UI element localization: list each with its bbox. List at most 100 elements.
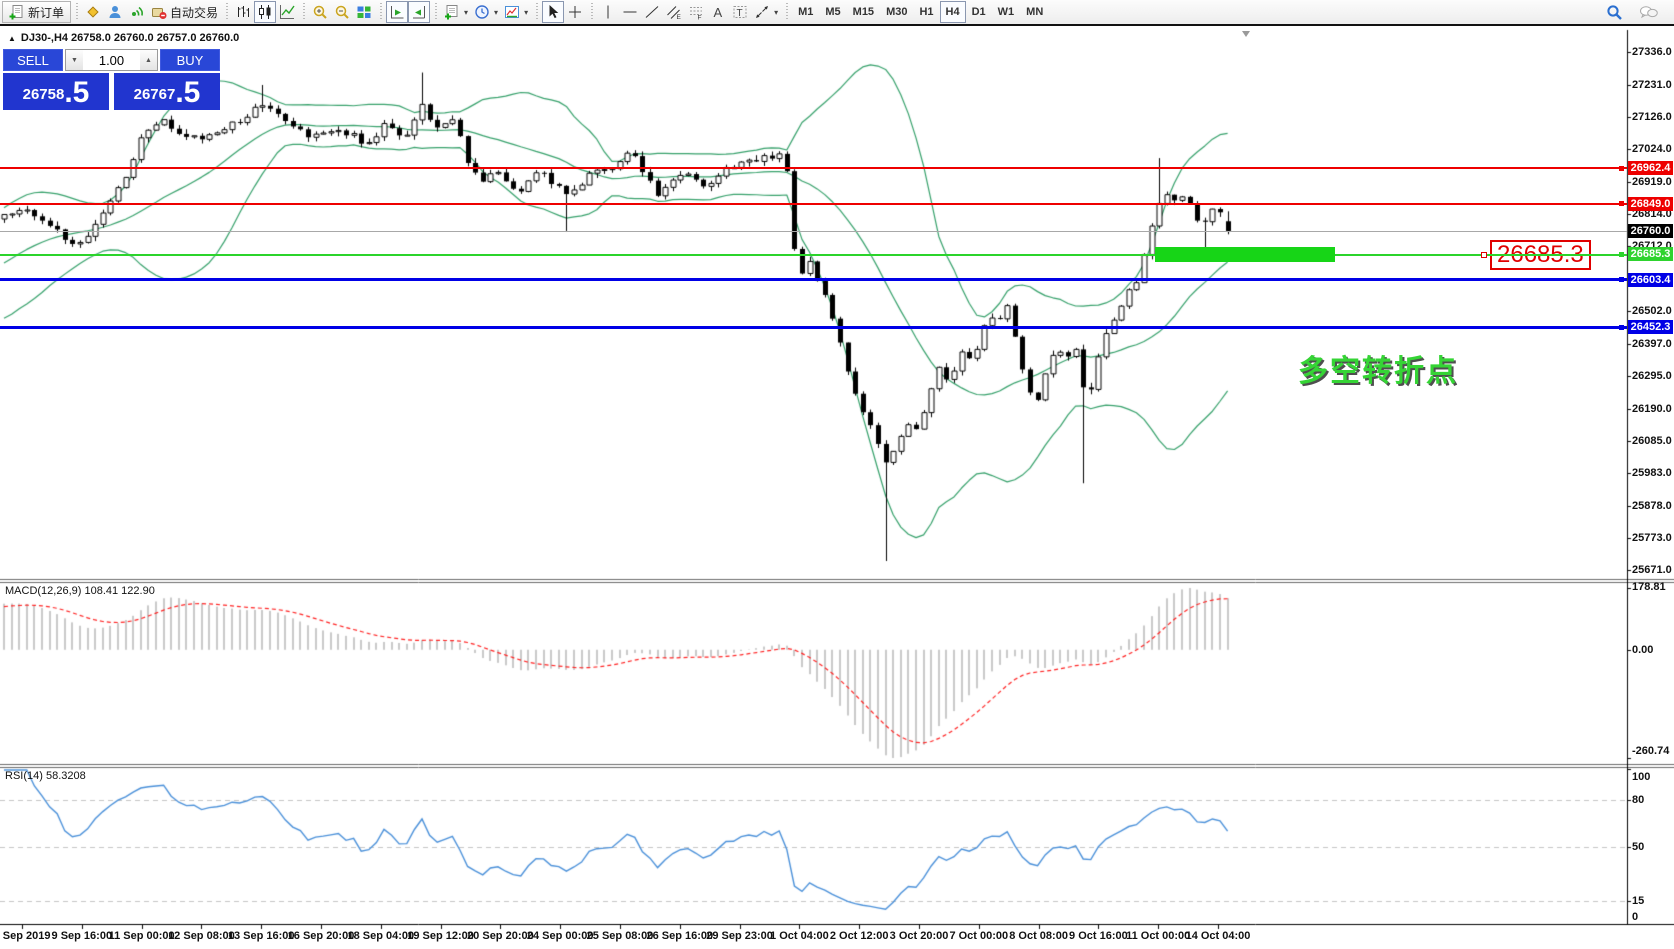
vertical-line-icon	[607, 5, 609, 19]
line-chart-icon	[280, 5, 295, 19]
horizontal-line-tool-button[interactable]	[619, 1, 641, 23]
toolbar-grip	[589, 3, 595, 21]
signals-button[interactable]	[126, 1, 148, 23]
timeframe-button-w1[interactable]: W1	[992, 1, 1021, 23]
buy-price-pips: .5	[175, 76, 201, 109]
macd-scale-max: 178.81	[1632, 581, 1666, 593]
community-button[interactable]	[104, 1, 126, 23]
crosshair-icon	[569, 6, 582, 18]
line-handle[interactable]	[1619, 277, 1624, 283]
new-chart-button[interactable]: ▾	[441, 1, 471, 23]
candlestick-chart-button[interactable]	[254, 1, 277, 23]
line-handle[interactable]	[1619, 252, 1624, 257]
bar-chart-icon	[238, 6, 250, 17]
timeframe-button-m15[interactable]: M15	[847, 1, 880, 23]
horizontal-line-icon	[623, 11, 637, 13]
arrows-tool-button[interactable]: ▾	[751, 1, 781, 23]
callout-handle[interactable]	[1481, 251, 1487, 258]
zoom-in-button[interactable]	[309, 1, 331, 23]
sell-price-main: 26758	[22, 86, 65, 103]
fibonacci-tool-button[interactable]: F	[685, 1, 707, 23]
price-axis-tick: 27126.0	[1632, 111, 1672, 124]
zoom-out-button[interactable]	[331, 1, 353, 23]
line-handle[interactable]	[1619, 324, 1624, 330]
timeframe-button-m30[interactable]: M30	[880, 1, 913, 23]
indicators-button[interactable]: ▾	[501, 1, 531, 23]
auto-trading-button[interactable]: 自动交易	[148, 1, 221, 23]
new-chart-icon	[445, 5, 458, 20]
horizontal-line-26962.4[interactable]	[0, 167, 1627, 170]
price-badge-support: 26452.3	[1628, 319, 1673, 334]
equidistant-channel-tool-button[interactable]: E	[663, 1, 685, 23]
editor-button[interactable]	[82, 1, 104, 23]
price-axis-tick: 26397.0	[1632, 338, 1672, 351]
time-axis-label: 2 Oct 12:00	[829, 930, 889, 942]
volume-decrease-button[interactable]: ▼	[66, 50, 83, 70]
horizontal-line-26760[interactable]	[0, 230, 1627, 232]
svg-text:F: F	[698, 15, 702, 21]
timeframe-button-m1[interactable]: M1	[792, 1, 819, 23]
time-axis-label: 7 Oct 00:00	[949, 930, 1009, 942]
time-axis-label: 16 Sep 20:00	[287, 930, 355, 942]
indicators-icon	[505, 6, 520, 18]
bar-chart-button[interactable]	[232, 1, 254, 23]
period-button[interactable]: ▾	[471, 1, 501, 23]
collapse-trade-panel-icon[interactable]: ▲	[8, 33, 16, 43]
chart-canvas[interactable]	[0, 28, 1674, 949]
sell-price[interactable]: 26758 .5	[3, 73, 109, 110]
toolbar-grip	[378, 3, 384, 21]
horizontal-line-26685.3[interactable]	[0, 253, 1627, 256]
annotation-text[interactable]: 多空转折点	[1298, 355, 1458, 388]
trendline-tool-button[interactable]	[641, 1, 663, 23]
rsi-scale-label: 100	[1632, 771, 1651, 783]
sell-button[interactable]: SELL	[3, 49, 63, 71]
volume-input[interactable]	[83, 50, 140, 70]
vertical-line-tool-button[interactable]	[597, 1, 619, 23]
rsi-scale-label: 0	[1632, 911, 1639, 923]
time-axis-label: 26 Sep 16:00	[646, 930, 714, 942]
arrows-icon	[756, 6, 769, 18]
text-label-tool-button[interactable]: T	[729, 1, 751, 23]
line-handle[interactable]	[1619, 201, 1624, 206]
price-badge-support: 26603.4	[1628, 272, 1673, 287]
new-order-button[interactable]: 新订单	[2, 1, 72, 23]
timeframe-button-d1[interactable]: D1	[966, 1, 992, 23]
signals-icon	[132, 6, 143, 16]
price-axis-tick: 26085.0	[1632, 435, 1672, 448]
zoom-in-icon	[313, 5, 327, 19]
auto-scroll-button[interactable]	[386, 1, 409, 23]
price-axis-tick: 25773.0	[1632, 532, 1672, 545]
timeframe-button-m5[interactable]: M5	[819, 1, 846, 23]
horizontal-line-26849[interactable]	[0, 202, 1627, 205]
timeframe-button-mn[interactable]: MN	[1020, 1, 1049, 23]
cursor-tool-button[interactable]	[542, 1, 565, 23]
chat-button[interactable]	[1636, 1, 1662, 23]
timeframe-button-h4[interactable]: H4	[939, 1, 966, 23]
line-chart-button[interactable]	[276, 1, 298, 23]
auto-trading-icon	[152, 8, 167, 19]
line-handle[interactable]	[1619, 165, 1624, 171]
timeframe-button-h1[interactable]: H1	[913, 1, 939, 23]
dropdown-caret-icon: ▾	[494, 7, 499, 17]
horizontal-line-26452.3[interactable]	[0, 325, 1627, 329]
price-axis-tick: 27231.0	[1632, 78, 1672, 91]
fibonacci-icon: F	[690, 7, 703, 21]
toolbar: 新订单 自动交易 ▾ ▾ ▾ E F A T ▾ M1 M5 M15 M30 H1 H4 D…	[0, 0, 1674, 26]
time-axis-label: 12 Sep 08:00	[168, 930, 235, 942]
buy-button[interactable]: BUY	[160, 49, 220, 71]
chart-shift-marker-icon[interactable]	[1242, 31, 1250, 37]
volume-increase-button[interactable]: ▲	[140, 50, 157, 70]
rsi-label: RSI(14) 58.3208	[5, 770, 86, 782]
dropdown-caret-icon: ▾	[524, 7, 529, 17]
text-tool-button[interactable]: A	[707, 1, 729, 23]
crosshair-tool-button[interactable]	[564, 1, 586, 23]
rsi-scale-label: 80	[1632, 794, 1645, 806]
tile-windows-button[interactable]	[353, 1, 375, 23]
dropdown-caret-icon: ▾	[464, 7, 469, 17]
buy-price[interactable]: 26767 .5	[114, 73, 220, 110]
community-icon	[109, 6, 121, 18]
search-button[interactable]	[1603, 1, 1626, 23]
horizontal-line-26603.4[interactable]	[0, 278, 1627, 282]
highlight-zone[interactable]	[1155, 247, 1335, 262]
chart-shift-button[interactable]	[408, 1, 431, 23]
